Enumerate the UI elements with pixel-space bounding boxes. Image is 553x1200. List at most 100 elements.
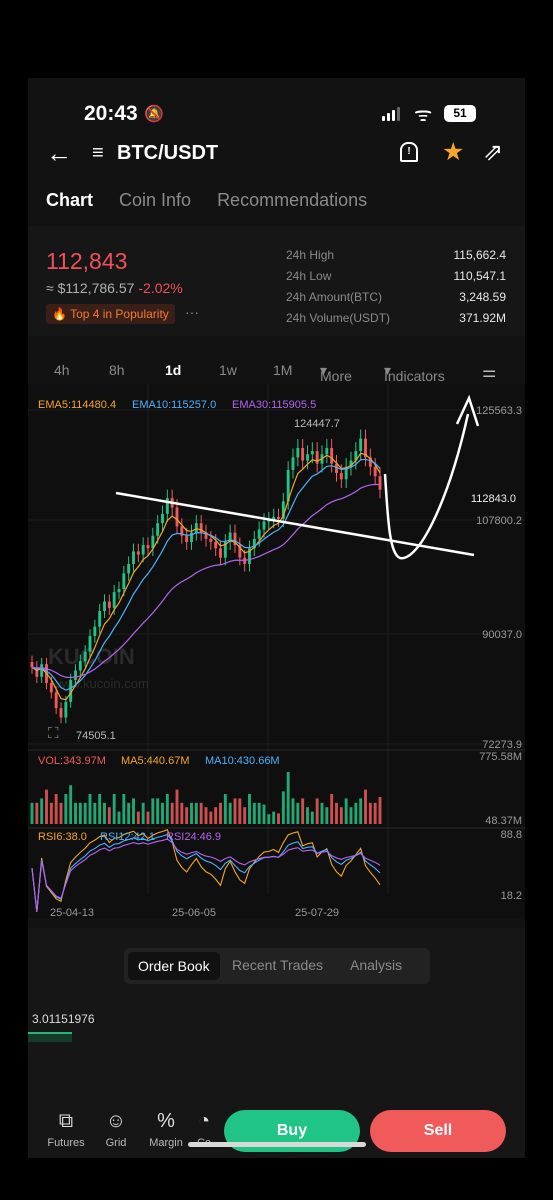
current-price-tag <box>462 490 524 506</box>
volume-bar <box>339 807 343 824</box>
volume-bar <box>170 802 174 824</box>
candle <box>339 473 343 480</box>
ticker-stats: 24h High 115,662.4 24h Low 110,547.1 24h A… <box>286 248 506 332</box>
volume-bar <box>40 798 44 824</box>
volume-bar <box>64 794 68 824</box>
pair-title[interactable]: BTC/USDT <box>117 142 219 164</box>
volume-bar <box>194 802 198 824</box>
more-intervals-dropdown[interactable]: More ▾ <box>320 362 352 384</box>
tab-coin-info[interactable]: Coin Info <box>119 190 192 210</box>
volume-bar <box>69 785 73 824</box>
volume-bar <box>98 794 102 824</box>
volume-bar <box>248 794 251 824</box>
ticker-panel: 112,843 ≈ $112,786.57 -2.02% 🔥 Top 4 in P… <box>28 226 525 336</box>
candle <box>344 466 348 480</box>
volume-bar <box>214 807 218 824</box>
nav-futures[interactable]: ⧉ Futures <box>44 1110 88 1149</box>
fire-icon: 🔥 <box>52 307 71 321</box>
segment-analysis[interactable]: Analysis <box>350 957 403 973</box>
segment-order-book[interactable]: Order Book <box>128 952 220 980</box>
back-arrow-icon[interactable]: ← <box>46 138 72 168</box>
candle <box>306 454 309 461</box>
rsi12-legend: RSI12:42.1 <box>100 831 155 843</box>
volume-bar <box>228 802 232 824</box>
stat-value: 371.92M <box>459 311 506 325</box>
volume-bar <box>209 811 213 824</box>
volume-bar <box>368 802 372 824</box>
candle <box>194 523 198 533</box>
candle <box>54 692 58 709</box>
ema30-legend: EMA30:115905.5 <box>232 399 316 411</box>
app-screen: 20:43 🔕 ᯤ 51 ← ≡ BTC/USDT ! ★ ⇗ Chart Co… <box>28 78 525 1158</box>
interval-8h[interactable]: 8h <box>109 362 125 378</box>
candle <box>262 521 266 530</box>
rsi-lines <box>31 829 381 913</box>
tab-recommendations[interactable]: Recommendations <box>217 190 368 210</box>
volume-bar <box>262 804 266 824</box>
home-indicator[interactable] <box>188 1142 366 1147</box>
candle <box>88 636 92 652</box>
volume-bar <box>238 798 242 824</box>
volume-bar <box>219 802 222 824</box>
candle <box>349 460 353 467</box>
candle <box>359 438 363 452</box>
stat-row: 24h High 115,662.4 <box>286 248 506 269</box>
ema30-line <box>31 483 381 679</box>
price-axis-label: 107800.2 <box>476 515 522 527</box>
volume-axis-label: 775.58M <box>479 751 522 763</box>
stat-label: 24h Amount(BTC) <box>286 290 383 304</box>
more-dots-icon[interactable]: ··· <box>185 304 199 320</box>
volume-bar <box>364 789 367 824</box>
nav-margin[interactable]: % Margin <box>144 1110 188 1149</box>
depth-bar <box>28 1032 72 1042</box>
chart-settings-icon[interactable]: ⚌ <box>482 364 497 381</box>
indicators-dropdown[interactable]: Indicators ▾ <box>384 362 445 384</box>
projection-arrow-drawing <box>383 413 470 560</box>
tab-chart[interactable]: Chart <box>46 190 94 210</box>
price-alert-icon[interactable]: ! <box>400 142 418 162</box>
candle <box>30 662 34 668</box>
interval-bar: 4h 8h 1d 1w 1M More ▾ Indicators ▾ ⚌ <box>28 356 525 384</box>
nav-grid[interactable]: ☺ Grid <box>94 1110 138 1149</box>
volume-bar <box>310 811 314 824</box>
current-price-label: 112843.0 <box>471 493 516 505</box>
fullscreen-icon[interactable]: ⛶ <box>48 725 59 742</box>
volume-bar <box>88 794 92 824</box>
volume-bar <box>233 798 237 824</box>
candle <box>127 563 131 574</box>
volume-bar <box>223 794 227 824</box>
volume-bar <box>378 797 382 824</box>
interval-1d[interactable]: 1d <box>165 362 182 378</box>
volume-bar <box>117 811 121 824</box>
candle <box>354 451 358 461</box>
candle <box>257 529 261 539</box>
candle <box>199 523 203 533</box>
stat-row: 24h Amount(BTC) 3,248.59 <box>286 290 506 311</box>
segment-recent-trades[interactable]: Recent Trades <box>232 957 324 973</box>
interval-1m[interactable]: 1M <box>273 362 293 378</box>
menu-icon[interactable]: ≡ <box>92 142 104 164</box>
candle <box>368 457 372 467</box>
ema10-line <box>31 458 381 691</box>
popularity-text: Top 4 in Popularity <box>70 307 169 321</box>
volume-bar <box>335 802 338 824</box>
popularity-badge[interactable]: 🔥 Top 4 in Popularity <box>46 304 175 324</box>
interval-1w[interactable]: 1w <box>219 362 237 378</box>
candle <box>315 451 319 464</box>
volume-bar <box>132 798 135 824</box>
star-icon[interactable]: ★ <box>442 138 465 166</box>
candle <box>325 448 329 455</box>
candlestick-chart[interactable]: KUCOIN www.kucoin.com EMA5:114480.4 EMA1… <box>28 384 525 918</box>
volume-bar <box>59 802 63 824</box>
chart-canvas[interactable]: KUCOIN www.kucoin.com EMA5:114480.4 EMA1… <box>28 384 525 918</box>
wifi-icon: ᯤ <box>414 104 433 126</box>
candle <box>165 498 169 514</box>
candle <box>281 501 285 519</box>
volume-bar <box>161 802 164 824</box>
interval-4h[interactable]: 4h <box>54 362 70 378</box>
volume-bar <box>291 798 295 824</box>
volume-bar <box>83 802 87 824</box>
share-icon[interactable]: ⇗ <box>483 139 504 166</box>
robot-icon: ☺ <box>105 1110 127 1132</box>
sell-button[interactable]: Sell <box>370 1110 506 1152</box>
